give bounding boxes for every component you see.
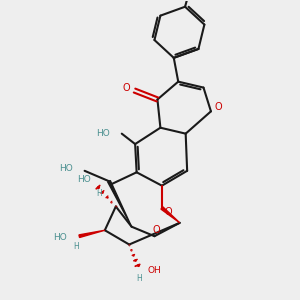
- Text: HO: HO: [60, 164, 73, 173]
- Text: H: H: [136, 274, 142, 283]
- Polygon shape: [161, 207, 180, 223]
- Text: H: H: [97, 189, 102, 198]
- Polygon shape: [79, 230, 105, 238]
- Polygon shape: [108, 181, 132, 227]
- Text: O: O: [214, 102, 222, 112]
- Text: O: O: [164, 207, 172, 218]
- Text: HO: HO: [77, 175, 91, 184]
- Text: O: O: [152, 225, 160, 235]
- Text: HO: HO: [96, 129, 110, 138]
- Text: H: H: [74, 242, 79, 251]
- Text: O: O: [122, 82, 130, 93]
- Text: HO: HO: [54, 233, 68, 242]
- Text: OH: OH: [148, 266, 162, 275]
